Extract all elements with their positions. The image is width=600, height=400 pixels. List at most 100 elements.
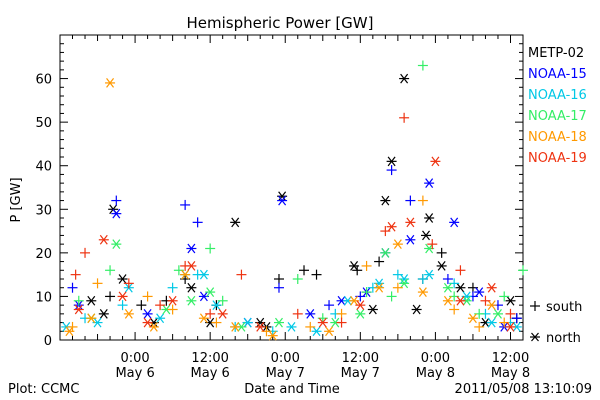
south-point [205, 243, 216, 254]
north-point [411, 304, 422, 315]
north-point [230, 217, 241, 228]
north-point [142, 317, 153, 328]
south-point [511, 313, 522, 324]
north-point [380, 195, 391, 206]
north-point [324, 326, 335, 337]
south-point [499, 291, 510, 302]
north-point [64, 326, 75, 337]
south-point [392, 282, 403, 293]
data-points [61, 60, 528, 341]
north-point [492, 308, 503, 319]
y-axis: 0 10 20 30 40 50 60 [35, 34, 523, 349]
north-point [436, 261, 447, 271]
north-point [455, 282, 466, 293]
asterisk-icon [531, 332, 539, 342]
north-point [186, 295, 197, 306]
south-point [123, 278, 134, 289]
north-point [455, 295, 466, 306]
north-point [105, 78, 116, 88]
north-point [405, 217, 416, 228]
north-point [186, 261, 197, 271]
north-point [405, 234, 416, 245]
y-tick-label: 40 [35, 160, 52, 175]
north-point [198, 313, 209, 324]
chart-title: Hemispheric Power [GW] [187, 14, 374, 32]
south-point [299, 265, 310, 276]
north-point [392, 239, 403, 250]
x-tick-label: 0:00 [271, 351, 300, 366]
south-point [474, 321, 485, 332]
south-point [236, 269, 247, 280]
legend-item: NOAA-18 [528, 130, 587, 145]
north-point [123, 308, 134, 319]
south-point [217, 295, 228, 306]
south-point [273, 282, 284, 293]
north-point [467, 313, 478, 324]
x-tick-date-label: May 6 [191, 366, 230, 381]
y-tick-label: 30 [35, 203, 52, 218]
north-point [349, 261, 360, 271]
marker-legend-label: north [546, 331, 581, 346]
north-point [98, 308, 109, 319]
north-point [255, 322, 266, 332]
south-point [117, 300, 128, 311]
y-tick-label: 60 [35, 73, 52, 88]
north-point [486, 317, 497, 328]
north-point [186, 243, 197, 254]
south-point [180, 199, 191, 210]
north-point [155, 313, 166, 324]
south-point [111, 195, 122, 206]
south-point [505, 308, 516, 319]
x-tick-label: 0:00 [120, 351, 149, 366]
north-point [86, 295, 97, 306]
south-point [105, 265, 116, 276]
south-point [211, 317, 222, 328]
south-point [442, 274, 453, 284]
north-point [111, 208, 122, 219]
north-point [424, 213, 435, 223]
x-tick-label: 12:00 [342, 351, 379, 366]
north-point [486, 300, 497, 311]
x-tick-date-label: May 8 [491, 366, 530, 381]
north-point [417, 287, 428, 297]
legend-item: METP-02 [528, 46, 584, 61]
south-point [167, 282, 178, 293]
north-point [421, 230, 432, 241]
south-point [405, 195, 416, 206]
south-point [73, 295, 84, 306]
south-point [142, 291, 153, 302]
plot-area [59, 34, 524, 341]
north-point [273, 317, 284, 328]
south-point [292, 308, 303, 319]
south-point [70, 269, 81, 280]
marker-legend-label: south [546, 300, 582, 315]
south-point [449, 304, 460, 315]
y-tick-label: 50 [35, 116, 52, 131]
south-point [386, 165, 397, 176]
x-tick-date-label: May 7 [266, 366, 305, 381]
south-point [105, 291, 116, 302]
north-point [505, 295, 516, 306]
north-point [286, 322, 297, 332]
south-point [311, 269, 322, 280]
north-point [424, 178, 435, 189]
north-point [167, 295, 178, 306]
north-point [442, 282, 453, 293]
south-point [80, 247, 91, 258]
south-point [417, 195, 428, 206]
north-point [442, 295, 453, 306]
south-point [427, 239, 438, 250]
south-point [292, 274, 303, 284]
marker-legend: south north [530, 300, 582, 346]
marker-legend-item: north [530, 331, 581, 346]
north-point [205, 287, 216, 297]
north-point [305, 308, 316, 319]
north-point [355, 300, 366, 311]
legend-item: NOAA-19 [528, 151, 587, 166]
south-point [192, 217, 203, 228]
north-point [380, 247, 391, 258]
north-point [180, 269, 191, 280]
x-tick-date-label: May 7 [341, 366, 380, 381]
south-point [374, 256, 385, 267]
north-point [386, 156, 397, 167]
